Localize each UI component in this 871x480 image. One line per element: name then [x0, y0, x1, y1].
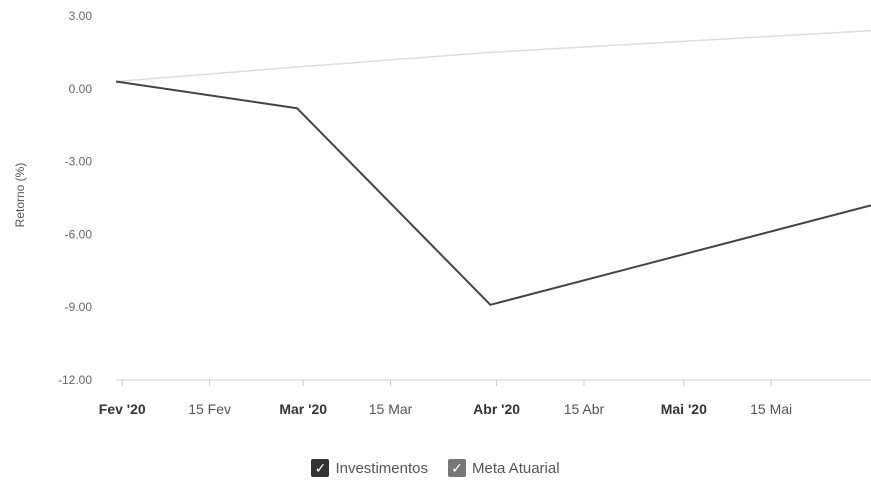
- y-tick-label: -6.00: [65, 227, 93, 241]
- y-tick-label: -3.00: [65, 155, 93, 169]
- legend-label: Meta Atuarial: [472, 459, 560, 477]
- x-tick-label: 15 Abr: [564, 401, 605, 417]
- x-tick-label: 15 Mar: [369, 401, 413, 417]
- checkbox-checked-icon[interactable]: ✓: [311, 459, 330, 477]
- legend-label: Investimentos: [335, 459, 428, 477]
- x-tick-label: Fev '20: [99, 401, 146, 417]
- y-tick-label: -12.00: [58, 373, 92, 387]
- y-tick-label: 0.00: [69, 82, 93, 96]
- y-axis-label: Retorno (%): [13, 163, 27, 228]
- legend-item-meta-atuarial[interactable]: ✓ Meta Atuarial: [448, 459, 560, 477]
- checkbox-checked-icon[interactable]: ✓: [448, 459, 466, 477]
- series-line-investimentos[interactable]: [115, 80, 871, 306]
- x-tick-label: Mar '20: [279, 401, 327, 417]
- legend-item-investimentos[interactable]: ✓ Investimentos: [311, 459, 428, 477]
- legend: ✓ Investimentos ✓ Meta Atuarial: [0, 456, 871, 480]
- series-line-meta-atuarial[interactable]: [115, 29, 871, 83]
- x-tick-label: 15 Fev: [188, 401, 231, 417]
- x-tick-label: 15 Mai: [750, 401, 792, 417]
- x-tick-label: Mai '20: [661, 401, 707, 417]
- y-tick-label: -9.00: [65, 300, 93, 314]
- y-tick-label: 3.00: [69, 9, 93, 23]
- x-tick-label: Abr '20: [473, 401, 520, 417]
